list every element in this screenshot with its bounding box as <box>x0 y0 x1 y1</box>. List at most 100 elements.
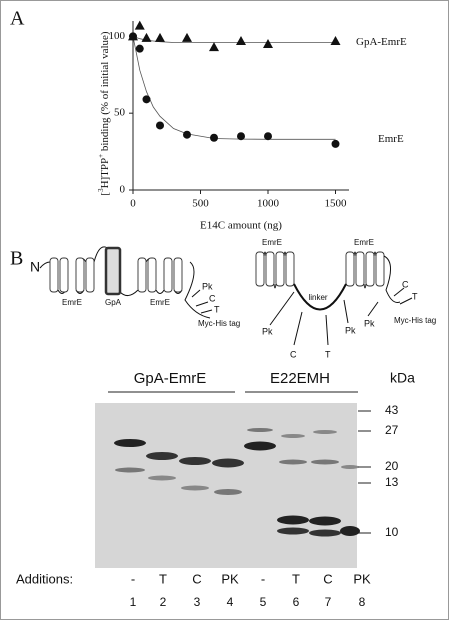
series-label: EmrE <box>378 133 404 145</box>
x-axis-title: E14C amount (ng) <box>200 220 282 232</box>
lane-number: 7 <box>325 595 332 609</box>
x-tick-label: 0 <box>130 198 136 210</box>
gel-image <box>95 403 357 568</box>
domain-label: EmrE <box>62 298 82 307</box>
addition-label: - <box>261 571 265 586</box>
helix <box>147 257 157 293</box>
panel-label: A <box>10 8 25 30</box>
point <box>263 39 273 49</box>
tag-label: Myc-His tag <box>198 319 240 328</box>
site-arrows <box>191 289 213 314</box>
helix <box>137 257 147 293</box>
point <box>209 42 219 52</box>
linker <box>293 283 347 311</box>
point <box>210 133 218 142</box>
fit-curve <box>132 36 336 140</box>
helix <box>275 251 285 287</box>
y-axis-title: [3H]TPP+ binding (% of initial value) <box>97 31 111 196</box>
helix <box>285 251 295 287</box>
site-label: Pk <box>202 281 213 291</box>
site-label: Pk <box>345 325 356 335</box>
chart: 0 500 1000 1500 0 50 100 E14C amount (ng) [3H]TP… <box>97 20 407 232</box>
point <box>183 130 191 139</box>
point <box>331 139 340 148</box>
additions-label: Additions: <box>16 571 73 586</box>
y-tick-label: 0 <box>120 184 126 196</box>
helix <box>59 257 69 293</box>
site-label: C <box>290 349 297 359</box>
lanes: - 1 T 2 C 3 PK 4 - 5 T 6 C 7 PK 8 <box>130 571 371 609</box>
helix <box>375 251 385 287</box>
lane-number: 5 <box>260 595 267 609</box>
lane-number: 3 <box>194 595 201 609</box>
helix <box>265 251 275 287</box>
addition-label: C <box>192 571 201 586</box>
point <box>142 95 151 104</box>
group-label: GpA-EmrE <box>134 370 207 387</box>
helix <box>75 257 85 293</box>
helix <box>85 257 95 293</box>
helix <box>255 251 265 287</box>
unit-label: kDa <box>390 370 415 386</box>
point <box>135 44 144 53</box>
marker-label: 20 <box>385 459 399 473</box>
marker-label: 27 <box>385 423 399 437</box>
marker-label: 13 <box>385 475 399 489</box>
y-tick-label: 50 <box>114 107 126 119</box>
addition-label: PK <box>353 571 371 586</box>
addition-label: T <box>292 571 300 586</box>
y-axis-title-part: H]TPP <box>99 158 111 189</box>
group-label: E22EMH <box>270 370 330 387</box>
tag-label: Myc-His tag <box>394 316 436 325</box>
lane-number: 2 <box>160 595 167 609</box>
point <box>237 132 245 141</box>
y-axis-title-part: 3 <box>97 188 105 192</box>
helix <box>173 257 183 293</box>
construct-1: N EmrE GpA EmrE Pk C T Myc-His tag <box>30 246 240 328</box>
helix <box>355 251 365 287</box>
gpa-helix <box>104 246 122 296</box>
addition-label: C <box>323 571 332 586</box>
marker-label: 10 <box>385 525 399 539</box>
site-arrows <box>269 287 413 346</box>
site-label: Pk <box>262 326 273 336</box>
y-axis-title-part: binding (% of initial value) <box>99 31 111 154</box>
point <box>236 35 246 45</box>
linker-label: linker <box>308 293 327 302</box>
point <box>156 121 164 130</box>
domain-label: EmrE <box>262 238 282 247</box>
point <box>264 132 272 141</box>
point <box>182 32 192 42</box>
bands <box>114 428 360 537</box>
domain-label: EmrE <box>150 298 170 307</box>
helix <box>49 257 59 293</box>
y-tick-label: 100 <box>109 30 126 42</box>
site-label: T <box>412 291 418 301</box>
point <box>129 32 137 41</box>
y-axis-title-part: [ <box>99 192 111 196</box>
helix <box>345 251 355 287</box>
site-label: Pk <box>364 318 375 328</box>
point <box>134 20 145 30</box>
site-label: T <box>214 304 220 314</box>
lane-number: 6 <box>293 595 300 609</box>
n-term: N <box>30 259 40 275</box>
helix <box>163 257 173 293</box>
construct-2: EmrE EmrE linker Pk C T Pk Pk C T Myc-Hi… <box>255 238 436 359</box>
addition-label: - <box>131 571 135 586</box>
point <box>330 35 341 45</box>
marker-label: 43 <box>385 403 399 417</box>
lane-number: 8 <box>359 595 366 609</box>
addition-label: T <box>159 571 167 586</box>
site-label: T <box>325 349 331 359</box>
y-axis-title-part: + <box>97 154 105 158</box>
site-label: C <box>402 279 409 289</box>
point <box>141 32 152 42</box>
panel-label: B <box>10 248 23 270</box>
markers: 43 27 20 13 10 <box>358 403 399 539</box>
domain-label: GpA <box>105 298 122 307</box>
lane-number: 1 <box>130 595 137 609</box>
x-tick-label: 1500 <box>325 198 348 210</box>
site-label: C <box>209 293 216 303</box>
